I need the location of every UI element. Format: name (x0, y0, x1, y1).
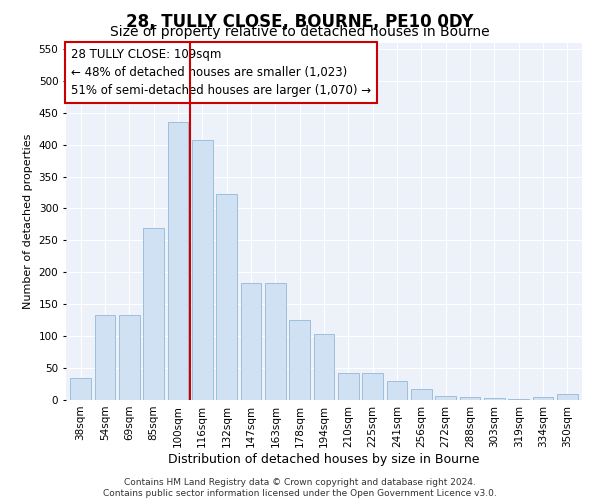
Bar (362, 372, 383, 400)
Bar (289, 320, 310, 400)
Text: Size of property relative to detached houses in Bourne: Size of property relative to detached ho… (110, 25, 490, 39)
Bar (241, 283, 262, 400)
Bar (167, 122, 188, 400)
Bar (192, 140, 212, 400)
Bar (533, 397, 553, 400)
Bar (386, 381, 407, 400)
Text: 28 TULLY CLOSE: 109sqm
← 48% of detached houses are smaller (1,023)
51% of semi-: 28 TULLY CLOSE: 109sqm ← 48% of detached… (71, 48, 371, 97)
Bar (70, 378, 91, 400)
Bar (216, 194, 237, 400)
Bar (314, 334, 334, 400)
Bar (95, 315, 115, 400)
Bar (411, 388, 432, 400)
Bar (436, 396, 456, 400)
Text: 28, TULLY CLOSE, BOURNE, PE10 0DY: 28, TULLY CLOSE, BOURNE, PE10 0DY (126, 12, 474, 30)
Bar (143, 228, 164, 400)
Bar (338, 372, 359, 400)
Bar (508, 398, 529, 400)
Y-axis label: Number of detached properties: Number of detached properties (23, 134, 33, 309)
Bar (460, 397, 481, 400)
X-axis label: Distribution of detached houses by size in Bourne: Distribution of detached houses by size … (168, 452, 480, 466)
Text: Contains HM Land Registry data © Crown copyright and database right 2024.
Contai: Contains HM Land Registry data © Crown c… (103, 478, 497, 498)
Bar (557, 394, 578, 400)
Bar (119, 315, 140, 400)
Bar (484, 398, 505, 400)
Bar (265, 283, 286, 400)
